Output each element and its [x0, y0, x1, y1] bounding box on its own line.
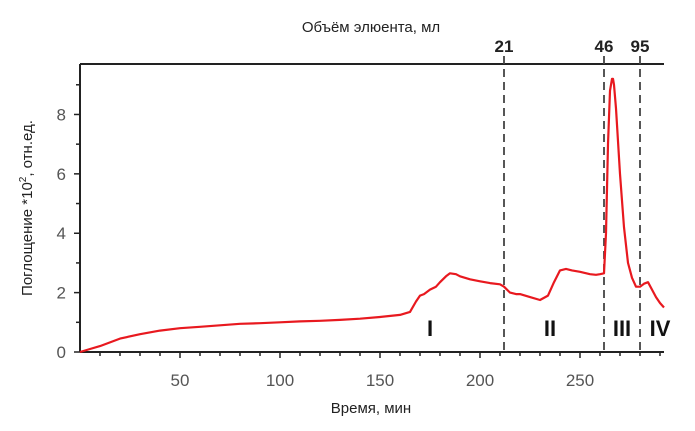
x-axis-title: Время, мин	[331, 400, 411, 417]
x2-axis-title: Объём элюента, мл	[302, 19, 440, 36]
region-label: I	[427, 316, 433, 341]
x-tick-label: 150	[366, 371, 394, 390]
region-label: IV	[650, 316, 671, 341]
y-tick-label: 6	[57, 165, 66, 184]
volume-marker-label: 95	[631, 37, 650, 56]
y-axis-title: Поглощение *102, отн.ед.	[18, 120, 36, 296]
y-tick-label: 4	[57, 224, 66, 243]
y-axis-title-unit: , отн.ед.	[19, 120, 36, 177]
region-labels: I II III IV	[427, 316, 671, 341]
x-tick-label: 50	[171, 371, 190, 390]
volume-marker-label: 21	[495, 37, 514, 56]
region-label: III	[613, 316, 631, 341]
x-tick-label: 200	[466, 371, 494, 390]
y-axis-title-main: Поглощение *10	[19, 182, 36, 296]
volume-marker-label: 46	[595, 37, 614, 56]
y-tick-label: 0	[57, 343, 66, 362]
volume-markers: 21 46 95	[495, 37, 650, 352]
y-tick-label: 2	[57, 284, 66, 303]
x-axis-ticks: 50 100 150 200 250	[99, 352, 661, 390]
y-axis-title-sup: 2	[18, 176, 29, 182]
region-label: II	[544, 316, 556, 341]
y-axis-ticks: 0 2 4 6 8	[57, 84, 80, 362]
absorbance-line	[79, 77, 665, 354]
x-tick-label: 250	[566, 371, 594, 390]
x-tick-label: 100	[266, 371, 294, 390]
y-tick-label: 8	[57, 105, 66, 124]
